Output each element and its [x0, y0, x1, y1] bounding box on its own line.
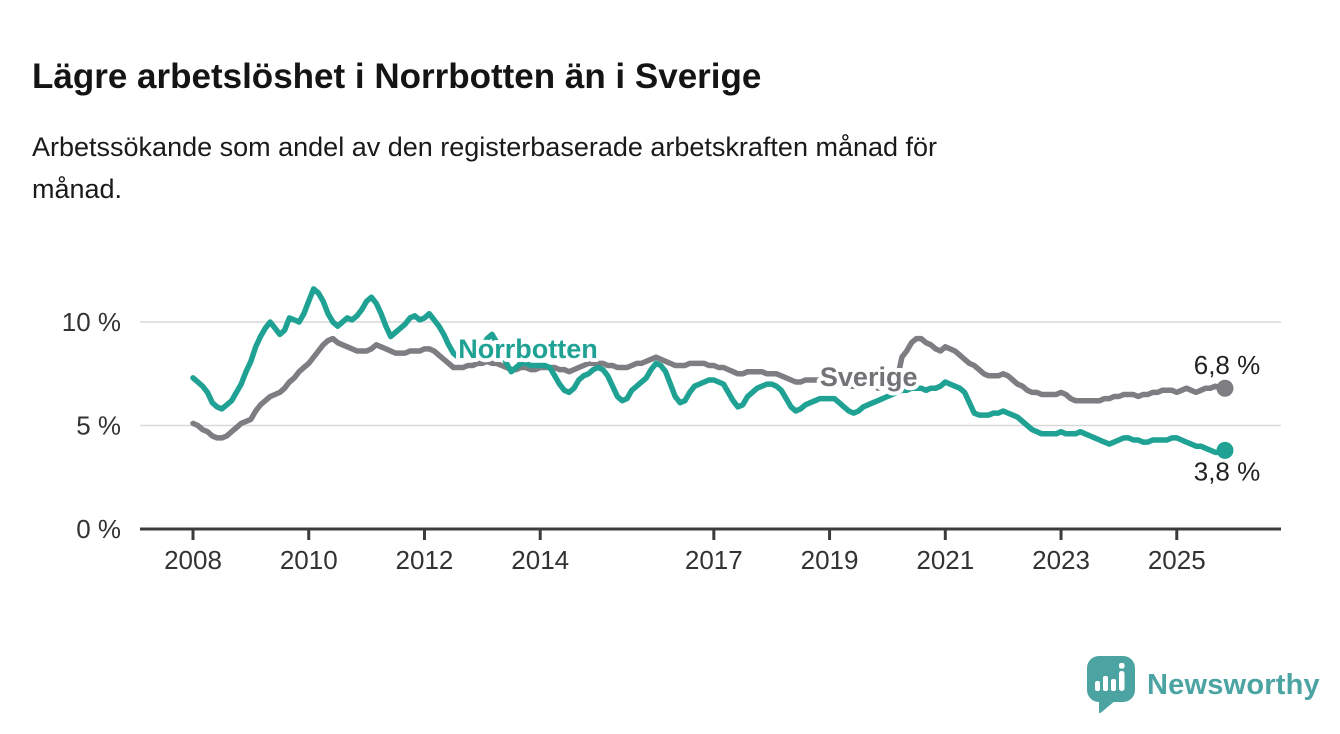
- newsworthy-brand: Newsworthy: [1086, 655, 1320, 715]
- series-label-norrbotten: Norrbotten: [458, 334, 597, 364]
- x-tick-label-2008: 2008: [164, 545, 222, 575]
- x-tick-label-2017: 2017: [685, 545, 743, 575]
- norrbotten-line: [190, 286, 1228, 456]
- x-tick-label-2019: 2019: [801, 545, 859, 575]
- x-tick-label-2021: 2021: [916, 545, 974, 575]
- x-tick-label-2010: 2010: [280, 545, 338, 575]
- y-tick-label-5: 5 %: [76, 411, 121, 441]
- x-tick-label-2014: 2014: [511, 545, 569, 575]
- page-title: Lägre arbetslöshet i Norrbotten än i Sve…: [32, 57, 762, 97]
- page-subtitle: Arbetssökande som andel av den registerb…: [32, 126, 1292, 210]
- x-tick-label-2012: 2012: [396, 545, 454, 575]
- series-label-sverige: Sverige: [820, 362, 918, 392]
- y-tick-label-10: 10 %: [62, 307, 121, 337]
- y-tick-label-0: 0 %: [76, 514, 121, 544]
- subtitle-line-1: Arbetssökande som andel av den registerb…: [32, 132, 938, 162]
- x-tick-label-2025: 2025: [1148, 545, 1206, 575]
- newsworthy-wordmark: Newsworthy: [1147, 668, 1320, 701]
- norrbotten-end-value-label: 3,8 %: [1194, 456, 1261, 486]
- sverige-end-dot: [1216, 379, 1234, 397]
- norrbotten-end-dot: [1216, 441, 1234, 459]
- sverige-line: [190, 335, 1228, 441]
- sverige-end-value-label: 6,8 %: [1194, 350, 1261, 380]
- speech-bubble-bar-chart-icon: [1087, 656, 1135, 714]
- x-tick-label-2023: 2023: [1032, 545, 1090, 575]
- subtitle-line-2: månad.: [32, 174, 123, 204]
